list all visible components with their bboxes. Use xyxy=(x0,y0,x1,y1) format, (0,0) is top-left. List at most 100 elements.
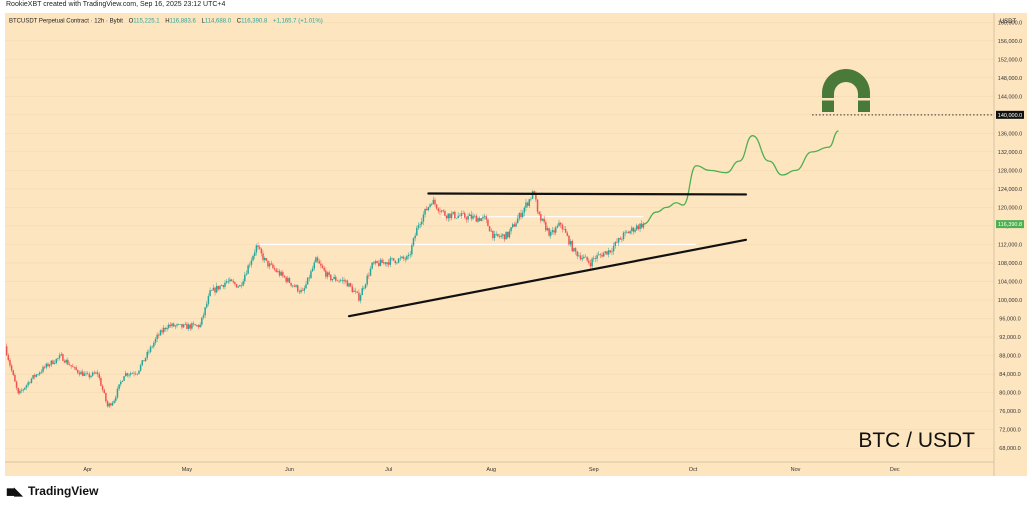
candle xyxy=(320,260,322,269)
candle-body xyxy=(378,262,380,266)
candle-body xyxy=(121,380,124,382)
candle xyxy=(328,270,330,277)
candle-body xyxy=(58,355,61,359)
candle-body xyxy=(417,225,420,228)
candle xyxy=(455,217,458,219)
candle-body xyxy=(253,252,256,256)
candle xyxy=(333,274,335,280)
candle-body xyxy=(513,224,516,227)
candle xyxy=(358,289,360,303)
candle xyxy=(416,225,418,236)
price-tick-label: 72,000.0 xyxy=(999,428,1020,434)
candle-body xyxy=(163,327,165,333)
candle xyxy=(439,207,441,216)
candle-body xyxy=(488,226,491,232)
candle-body xyxy=(118,384,120,389)
candle xyxy=(138,370,140,375)
candle-body xyxy=(445,215,448,219)
candle xyxy=(540,211,542,224)
candle-body xyxy=(288,278,291,283)
candle xyxy=(62,353,64,362)
candle xyxy=(306,277,309,285)
candle-body xyxy=(159,330,162,336)
candle xyxy=(219,285,221,291)
candle xyxy=(424,208,426,218)
candle xyxy=(407,252,410,260)
candle-body xyxy=(77,369,79,373)
candle-body xyxy=(260,248,263,254)
candle-body xyxy=(176,324,178,326)
candle xyxy=(272,262,274,270)
candle xyxy=(621,237,623,243)
candle xyxy=(617,237,620,247)
candle xyxy=(78,370,81,377)
candle xyxy=(53,360,56,365)
candle xyxy=(34,373,36,380)
candle xyxy=(227,278,230,284)
candle-body xyxy=(631,227,633,232)
candle xyxy=(293,284,296,288)
candle xyxy=(326,271,329,280)
candle-body xyxy=(399,257,402,259)
candle-body xyxy=(335,276,337,281)
candle xyxy=(450,211,453,221)
candle xyxy=(308,274,311,282)
candle xyxy=(100,376,102,387)
candle xyxy=(402,255,405,261)
candle-body xyxy=(379,259,382,266)
candle-body xyxy=(57,358,59,359)
candle-body xyxy=(435,204,438,209)
candle xyxy=(288,276,291,284)
price-tick-label: 112,000.0 xyxy=(998,242,1022,248)
candle-body xyxy=(292,285,294,287)
tradingview-logo[interactable]: ◼◣ TradingView xyxy=(6,484,98,498)
candle xyxy=(244,271,246,285)
candle xyxy=(192,321,195,327)
candle xyxy=(32,374,34,380)
candle-body xyxy=(90,375,92,378)
candle xyxy=(265,257,268,262)
candle xyxy=(252,254,254,262)
candle xyxy=(215,282,218,294)
candle xyxy=(513,221,516,227)
candle xyxy=(495,231,497,237)
candle-body xyxy=(7,355,10,361)
candle-body xyxy=(459,215,461,217)
magnet-icon xyxy=(822,69,870,112)
chart-grid xyxy=(5,21,994,449)
candle xyxy=(77,369,79,375)
chart-watermark: BTC / USDT xyxy=(858,429,975,452)
candle-body xyxy=(105,393,107,402)
candle-body xyxy=(277,271,279,272)
candle xyxy=(526,201,529,208)
candle xyxy=(280,270,282,277)
candle-body xyxy=(632,227,635,232)
candle-body xyxy=(609,250,612,253)
candle xyxy=(10,363,13,373)
candle-body xyxy=(91,372,94,376)
candle-body xyxy=(202,315,205,318)
candle xyxy=(447,213,449,222)
candle-body xyxy=(356,291,359,293)
candle xyxy=(363,286,365,291)
candle-body xyxy=(449,213,451,219)
candle-body xyxy=(510,227,512,232)
candle xyxy=(425,206,428,211)
candle xyxy=(502,233,504,239)
candle-body xyxy=(29,382,31,384)
candle xyxy=(561,223,564,233)
candle xyxy=(619,236,621,240)
candle xyxy=(374,259,377,266)
candle-body xyxy=(15,381,18,388)
candle xyxy=(404,256,406,263)
candle-body xyxy=(129,373,132,375)
candle xyxy=(85,371,87,377)
time-tick-label: Nov xyxy=(791,467,801,473)
time-tick-label: Oct xyxy=(689,467,698,473)
candle xyxy=(551,227,554,235)
candle xyxy=(121,380,124,383)
candle-body xyxy=(588,260,590,263)
candle xyxy=(68,361,71,366)
candle-body xyxy=(402,256,405,259)
